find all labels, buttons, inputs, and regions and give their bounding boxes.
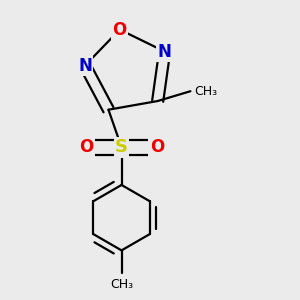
Text: O: O xyxy=(150,138,164,156)
Text: O: O xyxy=(79,138,93,156)
Text: N: N xyxy=(78,57,92,75)
Text: CH₃: CH₃ xyxy=(194,85,218,98)
Text: S: S xyxy=(115,138,128,156)
Text: O: O xyxy=(112,21,127,39)
Text: CH₃: CH₃ xyxy=(110,278,133,291)
Text: N: N xyxy=(158,43,172,61)
